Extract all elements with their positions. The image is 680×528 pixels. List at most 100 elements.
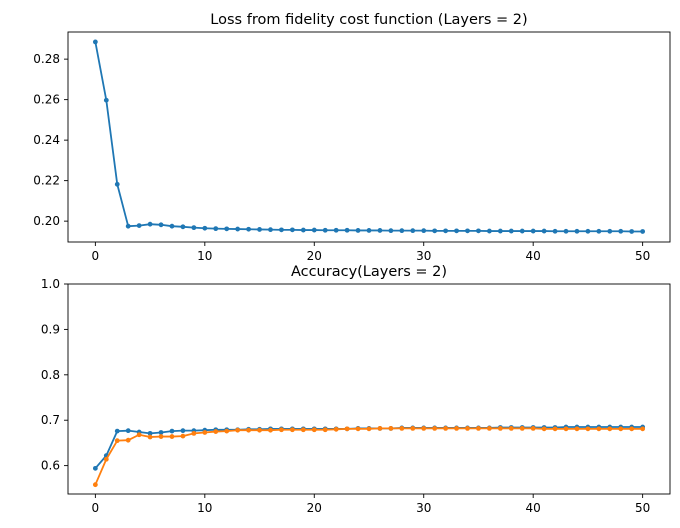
data-point: [443, 425, 449, 431]
data-point: [344, 227, 350, 233]
x-tick-label: 20: [307, 501, 322, 515]
y-tick-label: 0.6: [41, 459, 60, 473]
data-point: [114, 438, 120, 444]
data-point: [136, 432, 142, 438]
data-point: [574, 426, 580, 432]
data-point: [224, 428, 230, 434]
data-point: [410, 425, 416, 431]
data-point: [421, 425, 427, 431]
data-point: [487, 228, 492, 234]
data-point: [552, 426, 558, 432]
data-point: [92, 482, 98, 488]
y-tick-label: 0.8: [41, 368, 60, 382]
x-tick-label: 0: [92, 249, 100, 263]
data-point: [519, 228, 525, 234]
x-tick-label: 30: [416, 501, 431, 515]
data-point: [366, 228, 372, 233]
data-point: [552, 228, 558, 234]
data-point: [465, 228, 470, 234]
data-point: [180, 428, 186, 434]
y-tick-label: 0.28: [33, 52, 60, 66]
data-point: [311, 427, 317, 433]
data-point: [399, 425, 405, 431]
data-point: [388, 228, 394, 234]
data-point: [147, 434, 153, 440]
data-point: [618, 228, 624, 234]
x-tick-label: 50: [635, 501, 650, 515]
data-point: [454, 425, 459, 431]
chart-title: Accuracy(Layers = 2): [291, 264, 447, 280]
data-point: [432, 228, 438, 234]
data-point: [235, 226, 241, 232]
data-point: [147, 221, 153, 227]
data-point: [399, 228, 405, 234]
data-point: [607, 426, 613, 432]
data-point: [300, 227, 306, 233]
data-point: [268, 427, 273, 433]
x-tick-label: 0: [92, 501, 100, 515]
data-point: [169, 434, 175, 439]
data-point: [530, 228, 536, 234]
data-point: [257, 227, 262, 232]
data-point: [103, 97, 109, 103]
data-point: [125, 437, 131, 443]
data-point: [147, 430, 153, 436]
data-point: [476, 228, 481, 234]
data-point: [618, 426, 624, 432]
data-point: [497, 425, 503, 431]
data-point: [213, 429, 219, 434]
accuracy-chart: Accuracy(Layers = 2) 0 10 20 30 40 50 0.6 0.7 0.8…: [41, 264, 671, 515]
data-point: [508, 228, 514, 234]
data-point: [541, 426, 547, 432]
data-point: [388, 425, 394, 431]
data-point: [191, 225, 197, 231]
data-point: [421, 228, 427, 234]
data-point: [333, 426, 339, 432]
data-point: [585, 228, 591, 234]
data-point: [169, 428, 175, 434]
data-point: [497, 228, 503, 234]
data-point: [213, 226, 219, 232]
data-point: [92, 39, 98, 45]
data-point: [585, 426, 591, 432]
data-point: [629, 426, 635, 432]
data-point: [257, 427, 262, 433]
data-point: [355, 426, 361, 432]
x-tick-label: 40: [526, 249, 541, 263]
x-tick-label: 20: [307, 249, 322, 263]
y-tick-label: 1.0: [41, 277, 60, 291]
data-point: [476, 425, 481, 431]
data-point: [410, 228, 416, 234]
data-point: [563, 426, 569, 432]
data-point: [92, 465, 98, 471]
data-point: [191, 430, 197, 436]
data-point: [202, 225, 208, 231]
y-tick-label: 0.9: [41, 322, 60, 336]
data-point: [224, 226, 230, 232]
x-tick-label: 30: [416, 249, 431, 263]
data-point: [114, 428, 120, 434]
y-tick-label: 0.20: [33, 214, 60, 228]
y-tick-label: 0.26: [33, 93, 60, 107]
data-point: [311, 227, 317, 233]
data-point: [246, 427, 252, 433]
data-point: [640, 229, 646, 234]
data-point: [180, 224, 186, 230]
data-point: [235, 427, 241, 433]
chart-title: Loss from fidelity cost function (Layers…: [210, 12, 527, 28]
data-point: [322, 227, 328, 233]
data-point: [289, 427, 295, 433]
data-point: [158, 434, 164, 439]
data-point: [158, 430, 164, 435]
data-point: [432, 425, 438, 431]
data-point: [377, 228, 383, 233]
data-point: [289, 227, 295, 233]
data-point: [629, 229, 635, 234]
axes-frame: [67, 283, 671, 495]
data-point: [596, 228, 602, 234]
data-point: [114, 181, 120, 187]
data-point: [563, 228, 569, 234]
data-point: [169, 223, 175, 229]
data-point: [574, 228, 580, 234]
